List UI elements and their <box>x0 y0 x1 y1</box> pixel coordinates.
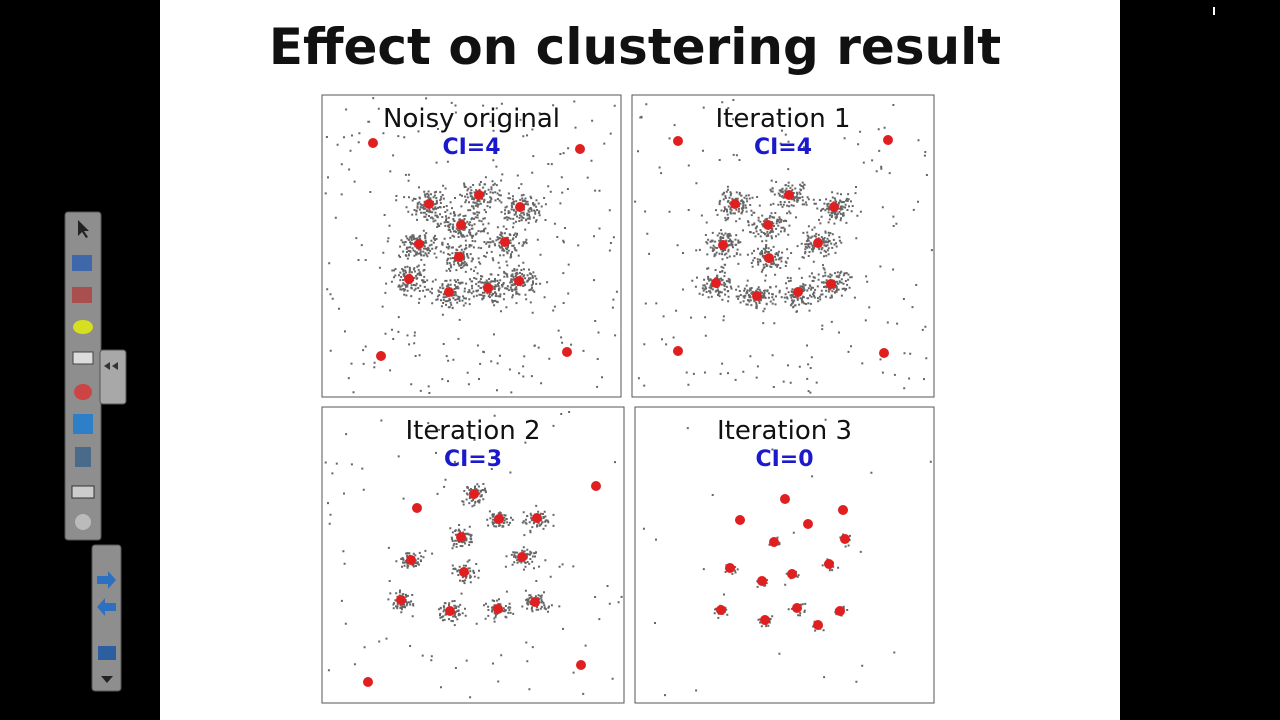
note-tool[interactable] <box>73 414 93 434</box>
pen-tool-2[interactable] <box>72 287 92 303</box>
centroid <box>725 563 735 573</box>
shape-tool[interactable] <box>74 384 92 400</box>
centroid <box>406 555 416 565</box>
centroid <box>763 220 773 230</box>
centroid <box>532 513 542 523</box>
centroid <box>757 576 767 586</box>
centroid <box>445 606 455 616</box>
highlighter-tool[interactable] <box>73 320 93 334</box>
panel-label: CI=3 <box>444 447 502 472</box>
pen-tool[interactable] <box>72 255 92 271</box>
centroid <box>412 503 422 513</box>
centroid <box>494 514 504 524</box>
centroid <box>716 605 726 615</box>
capture-tool[interactable] <box>75 447 91 467</box>
eraser-tool[interactable] <box>72 351 94 365</box>
centroid <box>454 252 464 262</box>
centroid <box>517 552 527 562</box>
centroid <box>752 291 762 301</box>
centroid <box>838 505 848 515</box>
centroid <box>483 283 493 293</box>
keyboard-tool[interactable] <box>71 485 95 499</box>
select-tool[interactable] <box>78 220 89 238</box>
centroid <box>780 494 790 504</box>
toolbar <box>64 211 127 692</box>
toolbar-tab[interactable] <box>99 349 127 405</box>
centroid <box>879 348 889 358</box>
panel-title: Iteration 3 <box>717 416 852 446</box>
centroid <box>424 199 434 209</box>
centroid <box>803 519 813 529</box>
cursor <box>1213 7 1215 15</box>
centroid <box>735 515 745 525</box>
centroid <box>514 276 524 286</box>
centroid <box>500 237 510 247</box>
display-tool[interactable] <box>98 646 116 660</box>
centroid <box>456 532 466 542</box>
panel-label: CI=4 <box>442 135 500 160</box>
centroid <box>404 274 414 284</box>
centroid <box>764 253 774 263</box>
slide-title: Effect on clustering result <box>269 18 1001 76</box>
centroid <box>368 138 378 148</box>
centroid <box>530 597 540 607</box>
centroid <box>793 287 803 297</box>
centroid <box>840 534 850 544</box>
centroid <box>414 239 424 249</box>
centroid <box>363 677 373 687</box>
centroid <box>575 144 585 154</box>
centroid <box>824 559 834 569</box>
centroid <box>562 347 572 357</box>
centroid <box>456 220 466 230</box>
centroid <box>591 481 601 491</box>
centroid <box>493 604 503 614</box>
next-arrow[interactable] <box>97 571 116 589</box>
data-points <box>324 97 618 394</box>
panel-title: Noisy original <box>383 104 560 134</box>
centroid <box>787 569 797 579</box>
centroid <box>673 136 683 146</box>
menu-arrow[interactable] <box>101 676 113 683</box>
centroid <box>576 660 586 670</box>
centroid <box>459 567 469 577</box>
centroid <box>813 620 823 630</box>
centroid <box>730 199 740 209</box>
centroid <box>444 287 454 297</box>
panel-label: CI=0 <box>755 447 813 472</box>
centroid <box>376 351 386 361</box>
centroid <box>769 537 779 547</box>
centroid <box>515 202 525 212</box>
panel <box>631 94 935 398</box>
prev-arrow[interactable] <box>97 598 116 616</box>
settings-tool[interactable] <box>75 514 91 530</box>
centroid <box>813 238 823 248</box>
centroid <box>673 346 683 356</box>
centroid <box>826 279 836 289</box>
centroid <box>792 603 802 613</box>
panel-label: CI=4 <box>754 135 812 160</box>
centroid <box>784 190 794 200</box>
panel <box>634 406 935 704</box>
centroid <box>829 202 839 212</box>
centroid <box>469 489 479 499</box>
centroid <box>883 135 893 145</box>
centroid <box>474 190 484 200</box>
toolbar-body-2 <box>91 544 122 692</box>
panel-title: Iteration 2 <box>405 416 540 446</box>
centroid <box>760 615 770 625</box>
collapse-arrow[interactable] <box>104 362 118 370</box>
panel-title: Iteration 1 <box>715 104 850 134</box>
panel <box>321 406 625 704</box>
centroid <box>711 278 721 288</box>
centroid <box>835 606 845 616</box>
centroid <box>718 240 728 250</box>
centroid <box>396 595 406 605</box>
